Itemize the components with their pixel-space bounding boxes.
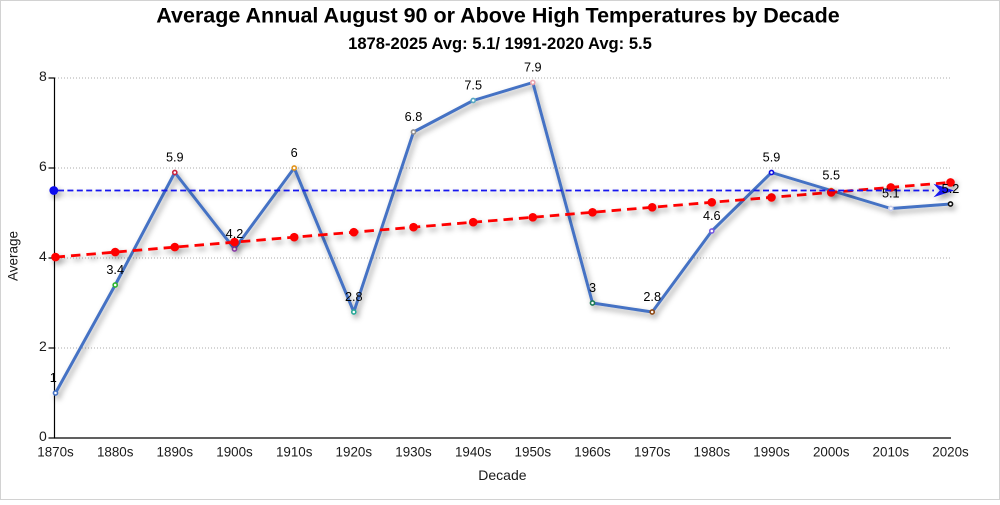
svg-text:Average: Average — [6, 231, 21, 281]
svg-text:7.9: 7.9 — [524, 61, 542, 75]
svg-text:1900s: 1900s — [216, 445, 253, 460]
svg-text:3: 3 — [589, 281, 596, 295]
svg-text:1990s: 1990s — [753, 445, 790, 460]
svg-text:0: 0 — [39, 428, 47, 444]
svg-text:5.9: 5.9 — [763, 151, 781, 165]
svg-text:1: 1 — [50, 371, 57, 385]
svg-text:5.5: 5.5 — [822, 169, 840, 183]
svg-text:1880s: 1880s — [97, 445, 134, 460]
svg-text:7.5: 7.5 — [464, 79, 482, 93]
svg-text:2000s: 2000s — [813, 445, 850, 460]
svg-text:1920s: 1920s — [336, 445, 373, 460]
svg-text:8: 8 — [39, 68, 47, 84]
svg-text:6.8: 6.8 — [405, 110, 423, 124]
svg-text:1878-2025 Avg: 5.1/ 1991-2020: 1878-2025 Avg: 5.1/ 1991-2020 Avg: 5.5 — [348, 34, 652, 53]
svg-text:1950s: 1950s — [515, 445, 552, 460]
svg-text:2020s: 2020s — [932, 445, 969, 460]
svg-text:1930s: 1930s — [395, 445, 432, 460]
svg-text:2.8: 2.8 — [643, 290, 661, 304]
svg-text:4.6: 4.6 — [703, 209, 721, 223]
svg-text:6: 6 — [291, 146, 298, 160]
svg-text:Decade: Decade — [478, 467, 526, 483]
svg-text:3.4: 3.4 — [106, 263, 124, 277]
svg-text:4.2: 4.2 — [226, 227, 244, 241]
svg-text:2: 2 — [39, 338, 47, 354]
svg-text:Average Annual August 90 or Ab: Average Annual August 90 or Above High T… — [156, 4, 839, 28]
svg-text:5.1: 5.1 — [882, 187, 900, 201]
svg-text:1910s: 1910s — [276, 445, 313, 460]
svg-text:1870s: 1870s — [37, 445, 74, 460]
svg-text:6: 6 — [39, 158, 47, 174]
svg-text:1890s: 1890s — [157, 445, 194, 460]
svg-text:1980s: 1980s — [694, 445, 731, 460]
svg-text:1940s: 1940s — [455, 445, 492, 460]
svg-text:4: 4 — [39, 248, 47, 264]
svg-text:1970s: 1970s — [634, 445, 671, 460]
svg-text:5.2: 5.2 — [942, 182, 960, 196]
svg-text:2.8: 2.8 — [345, 290, 363, 304]
svg-text:5.9: 5.9 — [166, 151, 184, 165]
svg-text:2010s: 2010s — [873, 445, 910, 460]
svg-text:1960s: 1960s — [574, 445, 611, 460]
